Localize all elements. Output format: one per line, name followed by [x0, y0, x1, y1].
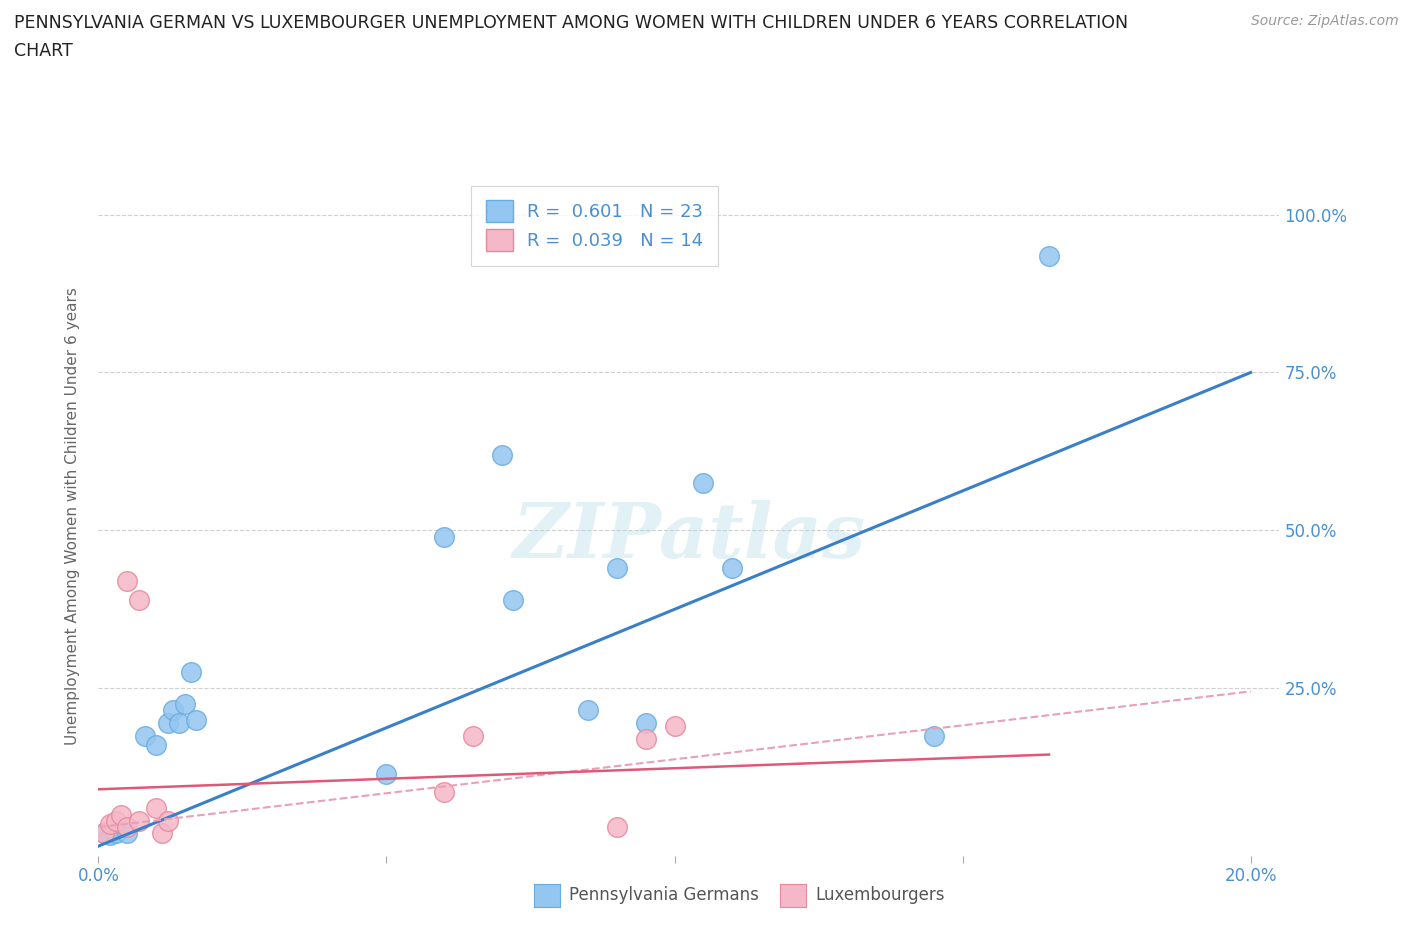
- Point: [98, 817, 121, 831]
- Point: [162, 703, 184, 718]
- Point: [115, 819, 138, 834]
- Point: [664, 719, 686, 734]
- Y-axis label: Unemployment Among Women with Children Under 6 years: Unemployment Among Women with Children U…: [65, 287, 80, 745]
- Point: [115, 826, 138, 841]
- Point: [104, 814, 127, 829]
- Point: [134, 728, 156, 743]
- Point: [461, 728, 484, 743]
- Point: [1038, 248, 1060, 263]
- Point: [128, 814, 150, 829]
- Point: [606, 819, 628, 834]
- Point: [156, 814, 179, 829]
- Point: [110, 807, 132, 822]
- Point: [156, 715, 179, 730]
- Text: Source: ZipAtlas.com: Source: ZipAtlas.com: [1251, 14, 1399, 28]
- Point: [922, 728, 945, 743]
- Point: [93, 826, 115, 841]
- Point: [502, 592, 524, 607]
- Point: [93, 826, 115, 841]
- Point: [145, 801, 167, 816]
- Point: [433, 785, 456, 800]
- Text: CHART: CHART: [14, 42, 73, 60]
- Point: [167, 715, 190, 730]
- Text: Luxembourgers: Luxembourgers: [815, 886, 945, 904]
- Point: [634, 715, 657, 730]
- Point: [104, 826, 127, 841]
- Point: [433, 529, 456, 544]
- Point: [98, 828, 121, 843]
- Point: [150, 826, 173, 841]
- Point: [173, 697, 195, 711]
- Point: [721, 561, 744, 576]
- Point: [145, 737, 167, 752]
- Point: [180, 665, 202, 680]
- Point: [692, 475, 714, 490]
- Point: [576, 703, 599, 718]
- Point: [115, 574, 138, 589]
- Text: Pennsylvania Germans: Pennsylvania Germans: [569, 886, 759, 904]
- Point: [128, 592, 150, 607]
- Text: PENNSYLVANIA GERMAN VS LUXEMBOURGER UNEMPLOYMENT AMONG WOMEN WITH CHILDREN UNDER: PENNSYLVANIA GERMAN VS LUXEMBOURGER UNEM…: [14, 14, 1128, 32]
- Text: ZIPatlas: ZIPatlas: [512, 499, 866, 574]
- Point: [634, 731, 657, 746]
- Point: [186, 712, 208, 727]
- Legend: R =  0.601   N = 23, R =  0.039   N = 14: R = 0.601 N = 23, R = 0.039 N = 14: [471, 186, 717, 266]
- Point: [491, 447, 513, 462]
- Point: [606, 561, 628, 576]
- Point: [375, 766, 398, 781]
